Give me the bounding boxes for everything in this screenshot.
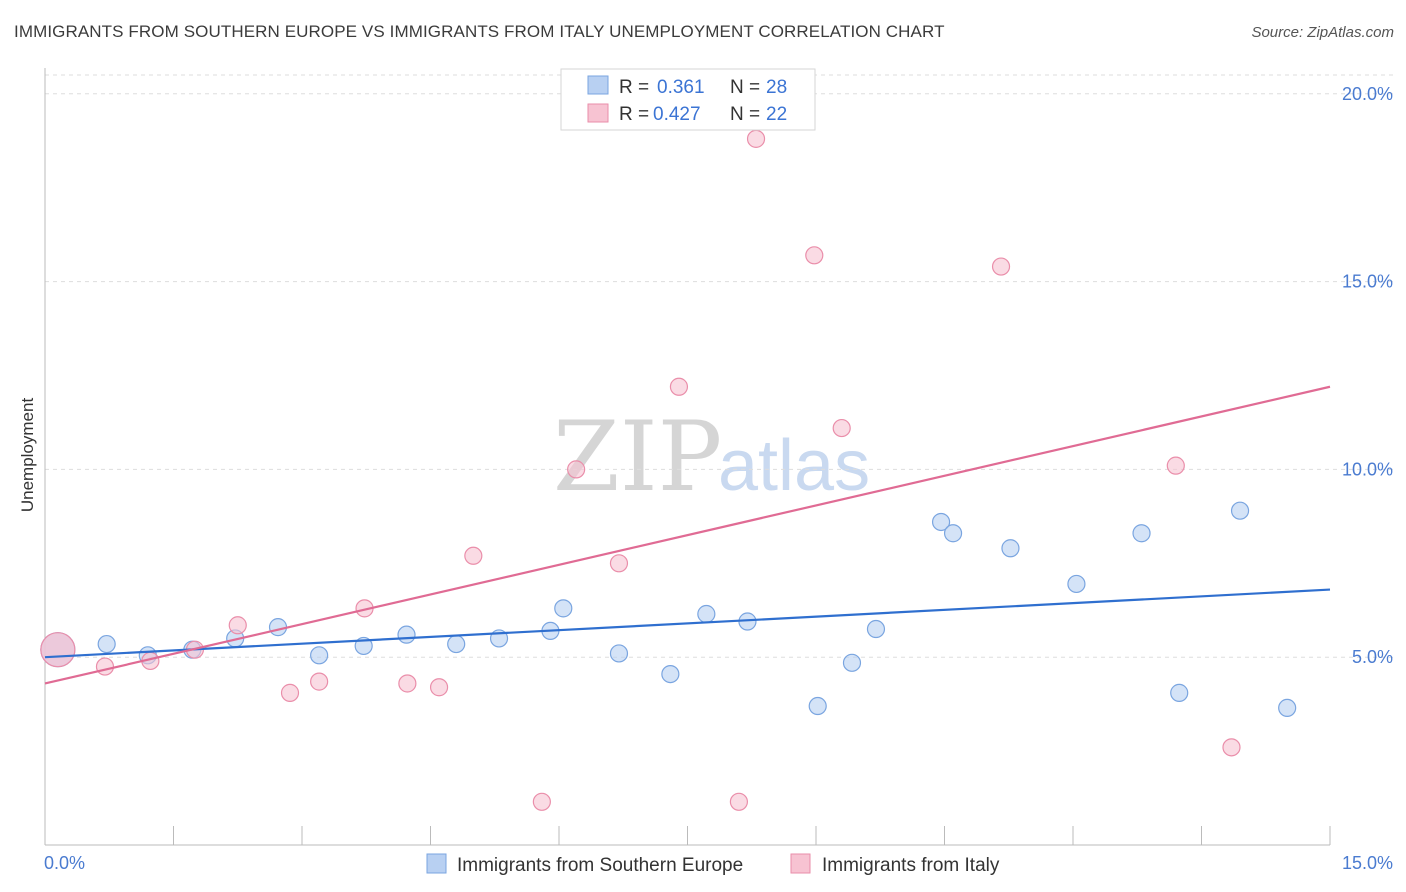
x-tick-label-max: 15.0% [1342, 853, 1393, 873]
italy-point [609, 554, 629, 573]
southern-europe-point [310, 646, 329, 665]
italy-point [310, 672, 329, 691]
southern-europe-point [1230, 501, 1250, 520]
italy-point [805, 246, 824, 265]
italy-point [729, 792, 749, 811]
southern-europe-point [447, 634, 466, 654]
italy-point [1222, 738, 1241, 757]
italy-point [669, 377, 689, 396]
legend-swatch-pink [587, 103, 609, 123]
legend-swatch-blue [587, 75, 609, 95]
southern-europe-point [943, 524, 963, 543]
italy-point [464, 546, 483, 565]
legend-swatch-italy [790, 853, 811, 874]
legend-n-value-pink: 22 [766, 104, 787, 125]
chart-title: IMMIGRANTS FROM SOUTHERN EUROPE VS IMMIG… [14, 22, 945, 41]
southern-europe-point [1067, 574, 1086, 594]
italy-point [429, 678, 449, 697]
watermark-atlas: atlas [718, 426, 870, 506]
series-legend: Immigrants from Southern Europe Immigran… [426, 853, 1000, 876]
southern-europe-point [1001, 539, 1020, 558]
legend-r-label-blue: R = [619, 77, 649, 98]
legend-label-italy: Immigrants from Italy [822, 855, 1000, 876]
legend-r-value-pink: 0.427 [653, 104, 701, 125]
legend-swatch-southern-europe [426, 853, 447, 874]
legend-label-southern-europe: Immigrants from Southern Europe [457, 855, 743, 876]
southern-europe-point [842, 653, 862, 672]
correlation-legend: R = 0.361 N = 28 R = 0.427 N = 22 [560, 68, 816, 131]
legend-n-label-pink: N = [730, 104, 760, 125]
italy-point [532, 792, 551, 811]
southern-europe-point [397, 625, 416, 644]
source-credit: Source: ZipAtlas.com [1251, 24, 1394, 41]
legend-n-label-blue: N = [730, 77, 760, 98]
series-italy-points [40, 129, 1241, 811]
italy-point [95, 657, 115, 676]
y-tick-labels: 5.0% 10.0% 15.0% 20.0% [1342, 84, 1393, 667]
italy-point [228, 616, 247, 635]
southern-europe-point [661, 664, 680, 684]
southern-europe-point [931, 512, 951, 532]
southern-europe-point [697, 604, 716, 624]
y-tick-label: 15.0% [1342, 272, 1393, 292]
trend-lines [44, 385, 1331, 685]
italy-point [991, 257, 1011, 276]
italy-point [398, 674, 417, 693]
watermark-zip: ZIP [553, 401, 722, 513]
southern-europe-point [554, 599, 573, 618]
italy-point [746, 129, 766, 148]
southern-europe-point [1170, 683, 1189, 702]
y-tick-label: 5.0% [1352, 647, 1393, 667]
x-tick-label-min: 0.0% [44, 853, 85, 873]
italy-point [832, 418, 851, 438]
southern-europe-point [866, 619, 886, 639]
y-axis-title: Unemployment [18, 398, 37, 513]
southern-europe-trend-line [44, 588, 1331, 659]
italy-point [280, 683, 300, 702]
x-ticks [173, 826, 1331, 845]
italy-point [40, 632, 76, 668]
southern-europe-point [97, 634, 116, 654]
italy-trend-line [44, 385, 1331, 685]
y-tick-label: 10.0% [1342, 459, 1393, 479]
southern-europe-point [609, 644, 629, 663]
legend-n-value-blue: 28 [766, 77, 787, 98]
southern-europe-point [268, 618, 288, 637]
italy-point [567, 460, 586, 479]
legend-r-value-blue: 0.361 [657, 77, 705, 98]
italy-point [1166, 456, 1185, 475]
southern-europe-point [1132, 524, 1151, 543]
y-tick-label: 20.0% [1342, 84, 1393, 104]
series-southern-europe-points [40, 501, 1297, 718]
gridlines [45, 74, 1393, 658]
southern-europe-point [1278, 698, 1297, 718]
legend-r-label-pink: R = [619, 104, 649, 125]
southern-europe-point [808, 696, 827, 716]
